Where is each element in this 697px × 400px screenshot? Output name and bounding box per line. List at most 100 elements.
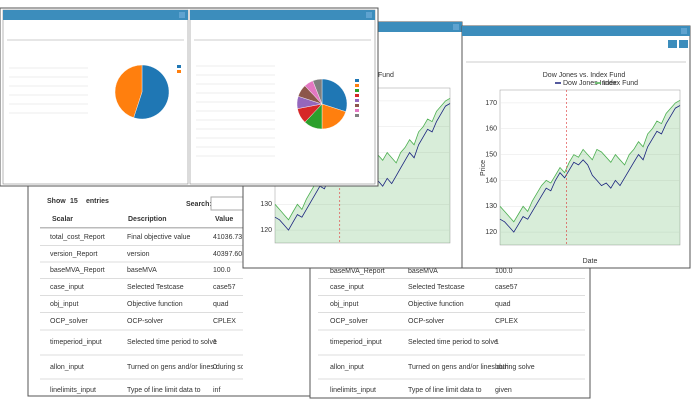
table-cell: allon_input (330, 364, 364, 371)
table-cell: case_input (330, 284, 364, 291)
window-header (3, 10, 188, 20)
entries-label: entries (86, 198, 109, 205)
y-tick-label: 120 (485, 229, 497, 236)
table-cell: quad (213, 301, 229, 308)
table-cell: OCP-solver (408, 318, 445, 325)
table-cell: 1 (213, 339, 217, 346)
legend-label: Dow Jones Index (563, 80, 617, 87)
pie-slice (321, 78, 348, 112)
table-cell: Objective function (127, 301, 183, 308)
y-tick-label: 130 (260, 201, 272, 208)
table-cell: Selected time period to solve (408, 339, 498, 346)
table-cell: OCP_solver (330, 318, 368, 325)
close-button[interactable] (453, 24, 459, 30)
table-cell: OCP_solver (50, 318, 88, 325)
plot-area (499, 89, 681, 246)
chart-title: Dow Jones vs. Index Fund (543, 72, 626, 79)
column-header[interactable]: Description (128, 216, 167, 223)
table: total_cost_Report Final objective value 41… (40, 228, 254, 394)
table-cell: case57 (213, 284, 236, 291)
y-tick-label: 160 (485, 126, 497, 133)
toolbar-button[interactable] (679, 40, 688, 48)
table-cell: obj_input (330, 301, 358, 308)
table-cell: Turned on gens and/or lines during solve (408, 364, 535, 371)
table-cell: case_input (50, 284, 84, 291)
table-cell: timeperiod_input (330, 339, 382, 346)
y-tick-label: 130 (485, 203, 497, 210)
sub-window (189, 9, 376, 185)
legend-swatch (355, 104, 359, 107)
table-cell: linelimits_input (50, 387, 96, 394)
table-cell: Selected time period to solve (127, 339, 217, 346)
table-cell: Type of line limit data to (127, 387, 201, 394)
table-cell: version_Report (50, 251, 98, 258)
pie-slice (114, 64, 143, 118)
table-cell: baseMVA_Report (330, 268, 385, 275)
legend-swatch (355, 84, 359, 87)
table-cell: quad (495, 301, 511, 308)
y-axis-label: Price (480, 160, 487, 176)
table-cell: Final objective value (127, 234, 191, 241)
legend-label: Index Fund (603, 80, 638, 87)
table-cell: version (127, 251, 150, 258)
search-label: Search: (186, 201, 212, 208)
area (500, 100, 680, 245)
show-label: Show (47, 198, 66, 205)
table-cell: Turned on gens and/or lines during solve (127, 364, 254, 371)
y-tick-label: 140 (485, 177, 497, 184)
window-header (462, 26, 690, 36)
table-cell: allon_input (50, 364, 84, 371)
table-cell: baseMVA (127, 267, 157, 274)
legend-swatch (355, 99, 359, 102)
table-cell: timeperiod_input (50, 339, 102, 346)
legend-swatch (177, 70, 181, 73)
table-cell: Selected Testcase (408, 284, 465, 291)
table-cell: case57 (495, 284, 518, 291)
entries-count[interactable]: 15 (70, 198, 78, 205)
table-cell: 41036.735 (213, 234, 246, 241)
x-axis-label: Date (583, 258, 598, 265)
line (499, 105, 681, 233)
legend-swatch (355, 89, 359, 92)
chart-title: Fund (378, 72, 394, 79)
table-cell: baseMVA_Report (50, 267, 105, 274)
legend-swatch (355, 79, 359, 82)
table-cell: baseMVA (408, 268, 438, 275)
close-button[interactable] (179, 12, 185, 18)
table-cell: Type of line limit data to (408, 387, 482, 394)
toolbar-button[interactable] (668, 40, 677, 48)
y-tick-label: 150 (485, 151, 497, 158)
line (499, 99, 681, 223)
table-cell: given (495, 387, 512, 394)
table-cell: 100.0 (495, 268, 513, 275)
table-cell: total_cost_Report (50, 234, 105, 241)
y-tick-label: 170 (485, 100, 497, 107)
pie-slice (312, 78, 323, 105)
table-cell: 40397.604 (213, 251, 246, 258)
column-header[interactable]: Scalar (52, 216, 73, 223)
window-header (190, 10, 375, 20)
table-cell: 100.0 (213, 267, 231, 274)
table-cell: Selected Testcase (127, 284, 184, 291)
table-cell: OCP-solver (127, 318, 164, 325)
y-tick-label: 120 (260, 227, 272, 234)
table-cell: obj_input (50, 301, 78, 308)
table-cell: 1 (495, 339, 499, 346)
table-cell: both (495, 364, 509, 371)
close-button[interactable] (366, 12, 372, 18)
legend-swatch (355, 109, 359, 112)
legend-swatch (355, 114, 359, 117)
table-cell: CPLEX (213, 318, 236, 325)
table-cell: CPLEX (495, 318, 518, 325)
table-cell: 0 (213, 364, 217, 371)
column-header[interactable]: Value (215, 216, 233, 223)
table-cell: linelimits_input (330, 387, 376, 394)
legend-swatch (177, 65, 181, 68)
legend-swatch (355, 94, 359, 97)
table-cell: Objective function (408, 301, 464, 308)
table-cell: inf (213, 387, 220, 394)
pie-slice (133, 64, 170, 120)
close-button[interactable] (681, 28, 687, 34)
